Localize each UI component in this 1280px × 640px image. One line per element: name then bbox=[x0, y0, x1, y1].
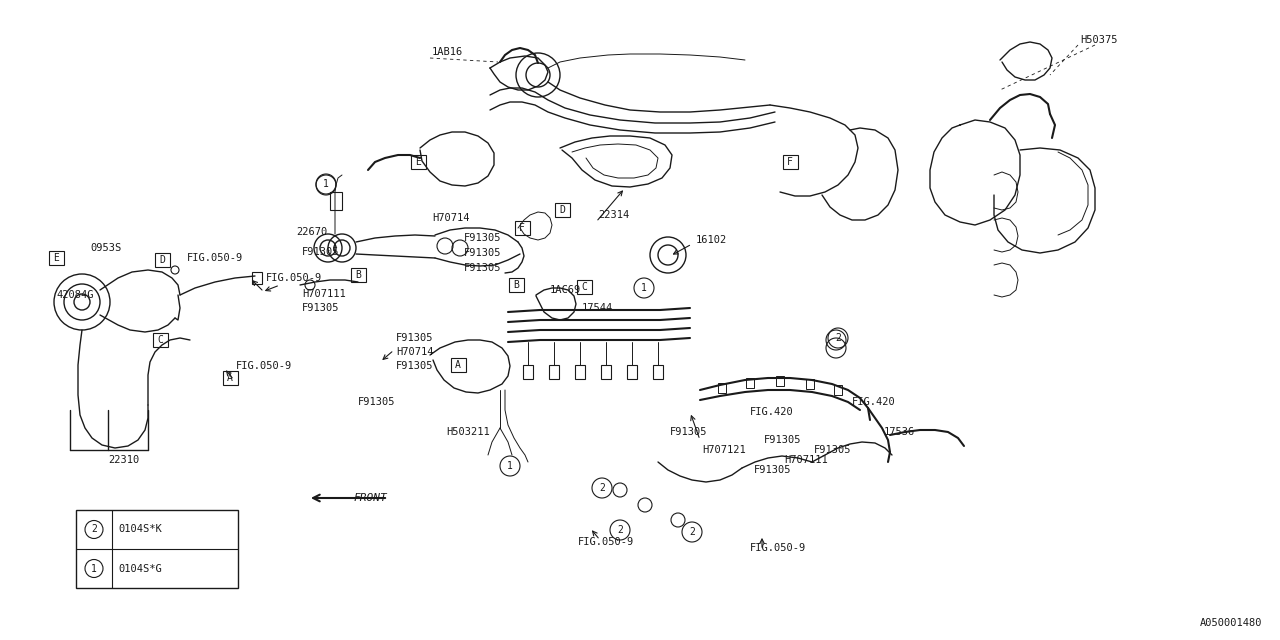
Bar bbox=[411, 155, 425, 169]
Text: H707111: H707111 bbox=[302, 289, 346, 299]
Text: F: F bbox=[520, 223, 525, 233]
Bar bbox=[451, 358, 466, 372]
Text: A050001480: A050001480 bbox=[1199, 618, 1262, 628]
Text: F: F bbox=[787, 157, 792, 167]
Text: B: B bbox=[355, 270, 361, 280]
Text: 22314: 22314 bbox=[598, 210, 630, 220]
Text: F91305: F91305 bbox=[754, 465, 791, 475]
Text: F91305: F91305 bbox=[396, 333, 434, 343]
Text: F91305: F91305 bbox=[358, 397, 396, 407]
Text: FIG.050-9: FIG.050-9 bbox=[579, 537, 635, 547]
Text: 17544: 17544 bbox=[582, 303, 613, 313]
Text: 42084G: 42084G bbox=[56, 290, 93, 300]
Text: 1AB16: 1AB16 bbox=[433, 47, 463, 57]
Text: FRONT: FRONT bbox=[353, 493, 387, 503]
Bar bbox=[508, 278, 524, 292]
Text: F91305: F91305 bbox=[465, 248, 502, 258]
Text: F91305: F91305 bbox=[465, 263, 502, 273]
Text: D: D bbox=[559, 205, 564, 215]
Bar bbox=[575, 365, 585, 379]
Text: F91305: F91305 bbox=[814, 445, 851, 455]
Text: 1: 1 bbox=[507, 461, 513, 471]
Bar bbox=[835, 385, 842, 395]
Bar bbox=[152, 333, 168, 347]
Text: 1: 1 bbox=[91, 563, 97, 573]
Text: 1: 1 bbox=[323, 179, 329, 189]
Bar bbox=[252, 272, 262, 284]
Text: H707121: H707121 bbox=[701, 445, 746, 455]
Text: H503211: H503211 bbox=[445, 427, 490, 437]
Bar bbox=[549, 365, 559, 379]
Text: F91305: F91305 bbox=[669, 427, 708, 437]
Bar bbox=[351, 268, 366, 282]
Text: FIG.420: FIG.420 bbox=[750, 407, 794, 417]
Text: 0953S: 0953S bbox=[90, 243, 122, 253]
Bar bbox=[223, 371, 238, 385]
Text: 22670: 22670 bbox=[296, 227, 328, 237]
Text: F91305: F91305 bbox=[465, 233, 502, 243]
Bar bbox=[776, 376, 785, 386]
Text: 2: 2 bbox=[617, 525, 623, 535]
Bar bbox=[782, 155, 797, 169]
Text: 1: 1 bbox=[641, 283, 646, 293]
Text: E: E bbox=[52, 253, 59, 263]
Text: 16102: 16102 bbox=[696, 235, 727, 245]
Text: C: C bbox=[157, 335, 163, 345]
Text: F91305: F91305 bbox=[396, 361, 434, 371]
Bar bbox=[806, 379, 814, 389]
Text: H70714: H70714 bbox=[396, 347, 434, 357]
Text: A: A bbox=[456, 360, 461, 370]
Text: 2: 2 bbox=[835, 333, 841, 343]
Text: H707111: H707111 bbox=[785, 455, 828, 465]
Text: C: C bbox=[581, 282, 588, 292]
Text: A: A bbox=[227, 373, 233, 383]
Bar bbox=[515, 221, 530, 235]
Text: 22310: 22310 bbox=[108, 455, 140, 465]
Text: 2: 2 bbox=[91, 525, 97, 534]
Bar bbox=[155, 253, 169, 267]
Bar bbox=[554, 203, 570, 217]
Bar bbox=[653, 365, 663, 379]
Text: F91305: F91305 bbox=[302, 247, 339, 257]
Text: 1AC69: 1AC69 bbox=[550, 285, 581, 295]
Text: F91305: F91305 bbox=[764, 435, 801, 445]
Text: F91305: F91305 bbox=[302, 303, 339, 313]
Bar bbox=[746, 378, 754, 388]
Text: E: E bbox=[415, 157, 421, 167]
Text: H50375: H50375 bbox=[1080, 35, 1117, 45]
Text: FIG.050-9: FIG.050-9 bbox=[236, 361, 292, 371]
Text: H70714: H70714 bbox=[433, 213, 470, 223]
Bar bbox=[576, 280, 591, 294]
Text: FIG.050-9: FIG.050-9 bbox=[187, 253, 243, 263]
Text: FIG.050-9: FIG.050-9 bbox=[266, 273, 323, 283]
Bar bbox=[718, 383, 726, 393]
Bar bbox=[49, 251, 64, 265]
Bar bbox=[602, 365, 611, 379]
Bar bbox=[330, 192, 342, 210]
Text: D: D bbox=[159, 255, 165, 265]
Text: 2: 2 bbox=[689, 527, 695, 537]
Text: FIG.050-9: FIG.050-9 bbox=[750, 543, 806, 553]
Text: 2: 2 bbox=[599, 483, 605, 493]
Text: B: B bbox=[513, 280, 518, 290]
Bar bbox=[627, 365, 637, 379]
Text: 0104S*K: 0104S*K bbox=[118, 525, 161, 534]
Text: 17536: 17536 bbox=[884, 427, 915, 437]
Text: 0104S*G: 0104S*G bbox=[118, 563, 161, 573]
Text: FIG.420: FIG.420 bbox=[852, 397, 896, 407]
Bar bbox=[76, 510, 238, 588]
Bar bbox=[524, 365, 532, 379]
